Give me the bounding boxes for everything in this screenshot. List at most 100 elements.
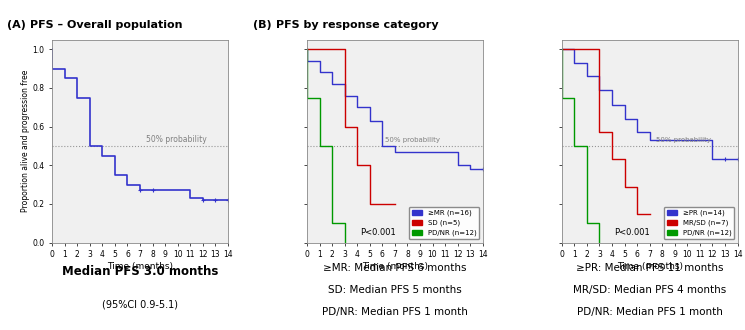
≥PR (n=14) [633, 117, 641, 121]
SD (n=5) [365, 202, 374, 206]
≥MR (n=16) [315, 71, 324, 75]
MR/SD (n=7) [570, 47, 579, 51]
SD (n=5) [340, 125, 349, 129]
SD (n=5) [352, 125, 361, 129]
Text: SD: Median PFS 5 months: SD: Median PFS 5 months [328, 285, 462, 295]
PD/NR (n=12) [340, 221, 349, 225]
Text: PFS by response category: PFS by response category [276, 20, 438, 30]
PD/NR (n=12) [315, 144, 324, 148]
≥PR (n=14) [733, 157, 742, 161]
≥MR (n=16) [478, 167, 487, 171]
MR/SD (n=7) [583, 47, 592, 51]
Y-axis label: Proportion alive and progression free: Proportion alive and progression free [21, 70, 30, 212]
X-axis label: Time (months): Time (months) [617, 262, 682, 271]
≥MR (n=16) [466, 167, 475, 171]
≥MR (n=16) [315, 59, 324, 63]
Text: PFS – Overall population: PFS – Overall population [30, 20, 183, 30]
≥MR (n=16) [328, 71, 337, 75]
SD (n=5) [378, 202, 387, 206]
PD/NR (n=12) [315, 96, 324, 100]
≥PR (n=14) [608, 88, 617, 92]
PD/NR (n=12) [583, 144, 592, 148]
MR/SD (n=7) [633, 184, 641, 188]
SD (n=5) [390, 202, 399, 206]
≥MR (n=16) [340, 94, 349, 98]
≥PR (n=14) [570, 47, 579, 51]
≥PR (n=14) [583, 61, 592, 65]
≥MR (n=16) [352, 94, 361, 98]
≥PR (n=14) [683, 138, 692, 142]
Text: (A): (A) [7, 20, 26, 30]
MR/SD (n=7) [608, 157, 617, 161]
Text: P<0.001: P<0.001 [360, 227, 396, 237]
Text: (B): (B) [253, 20, 272, 30]
≥PR (n=14) [645, 138, 654, 142]
≥MR (n=16) [416, 150, 425, 154]
≥MR (n=16) [365, 119, 374, 123]
PD/NR (n=12) [340, 241, 349, 245]
≥MR (n=16) [365, 105, 374, 109]
≥PR (n=14) [595, 88, 604, 92]
≥MR (n=16) [340, 82, 349, 86]
PD/NR (n=12) [302, 96, 311, 100]
PD/NR (n=12) [328, 144, 337, 148]
≥MR (n=16) [440, 150, 449, 154]
≥PR (n=14) [708, 157, 717, 161]
MR/SD (n=7) [620, 184, 629, 188]
Text: ≥PR: Median PFS 11 months: ≥PR: Median PFS 11 months [576, 263, 723, 273]
≥PR (n=14) [658, 138, 667, 142]
SD (n=5) [315, 47, 324, 51]
Line: PD/NR (n=12): PD/NR (n=12) [562, 49, 600, 243]
≥PR (n=14) [720, 157, 729, 161]
≥PR (n=14) [595, 74, 604, 78]
≥MR (n=16) [416, 150, 425, 154]
≥MR (n=16) [302, 47, 311, 51]
X-axis label: Time (months): Time (months) [107, 262, 173, 271]
≥MR (n=16) [428, 150, 437, 154]
≥PR (n=14) [658, 138, 667, 142]
SD (n=5) [340, 47, 349, 51]
MR/SD (n=7) [608, 130, 617, 134]
PD/NR (n=12) [595, 221, 604, 225]
≥MR (n=16) [328, 82, 337, 86]
≥MR (n=16) [390, 150, 399, 154]
MR/SD (n=7) [557, 47, 566, 51]
PD/NR (n=12) [570, 144, 579, 148]
≥MR (n=16) [428, 150, 437, 154]
Line: ≥MR (n=16): ≥MR (n=16) [307, 49, 483, 169]
Line: SD (n=5): SD (n=5) [307, 49, 395, 204]
PD/NR (n=12) [595, 241, 604, 245]
≥PR (n=14) [695, 138, 704, 142]
≥PR (n=14) [557, 47, 566, 51]
SD (n=5) [365, 163, 374, 167]
≥MR (n=16) [466, 163, 475, 167]
Text: P<0.001: P<0.001 [615, 227, 650, 237]
≥PR (n=14) [720, 157, 729, 161]
≥PR (n=14) [645, 130, 654, 134]
MR/SD (n=7) [645, 212, 654, 215]
MR/SD (n=7) [583, 47, 592, 51]
Line: PD/NR (n=12): PD/NR (n=12) [307, 49, 345, 243]
≥PR (n=14) [683, 138, 692, 142]
Text: ≥MR: Median PFS 6 months: ≥MR: Median PFS 6 months [323, 263, 466, 273]
Text: MR/SD: Median PFS 4 months: MR/SD: Median PFS 4 months [573, 285, 726, 295]
Legend: ≥PR (n=14), MR/SD (n=7), PD/NR (n=12): ≥PR (n=14), MR/SD (n=7), PD/NR (n=12) [664, 207, 734, 239]
PD/NR (n=12) [557, 47, 566, 51]
≥PR (n=14) [620, 103, 629, 107]
≥MR (n=16) [352, 105, 361, 109]
Text: 50% probability: 50% probability [656, 137, 711, 143]
PD/NR (n=12) [557, 96, 566, 100]
Text: 50% probability: 50% probability [385, 137, 440, 143]
SD (n=5) [315, 47, 324, 51]
Text: Median PFS 3.0 months: Median PFS 3.0 months [62, 265, 218, 278]
SD (n=5) [328, 47, 337, 51]
Text: (95%CI 0.9-5.1): (95%CI 0.9-5.1) [102, 300, 178, 310]
≥PR (n=14) [620, 117, 629, 121]
≥MR (n=16) [378, 144, 387, 148]
≥MR (n=16) [378, 119, 387, 123]
SD (n=5) [352, 163, 361, 167]
PD/NR (n=12) [328, 221, 337, 225]
≥MR (n=16) [440, 150, 449, 154]
≥PR (n=14) [557, 47, 566, 51]
SD (n=5) [378, 202, 387, 206]
